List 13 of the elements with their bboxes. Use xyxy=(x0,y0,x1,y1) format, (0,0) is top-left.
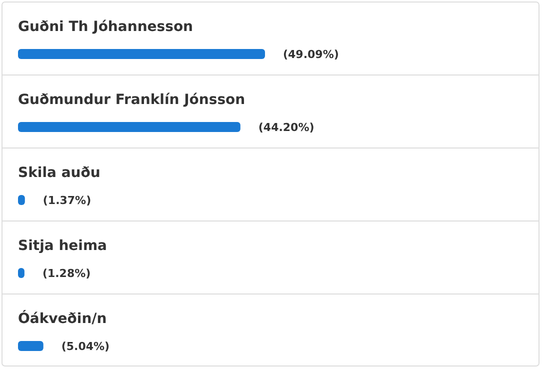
y-tick-label: Skila auðu xyxy=(18,165,100,181)
bar xyxy=(18,341,44,351)
bar xyxy=(18,122,240,132)
y-tick-label: Guðni Th Jóhannesson xyxy=(18,19,194,35)
data-label: (5.04%) xyxy=(61,340,110,353)
y-tick-label: Sitja heima xyxy=(18,238,107,254)
data-label: (44.20%) xyxy=(258,121,314,134)
data-label: (49.09%) xyxy=(283,48,339,61)
data-label: (1.37%) xyxy=(42,194,92,207)
y-tick-label: Guðmundur Franklín Jónsson xyxy=(18,92,246,108)
data-label: (1.28%) xyxy=(42,267,91,280)
bar xyxy=(18,49,265,59)
y-tick-label: Óákveðin/n xyxy=(18,310,107,327)
